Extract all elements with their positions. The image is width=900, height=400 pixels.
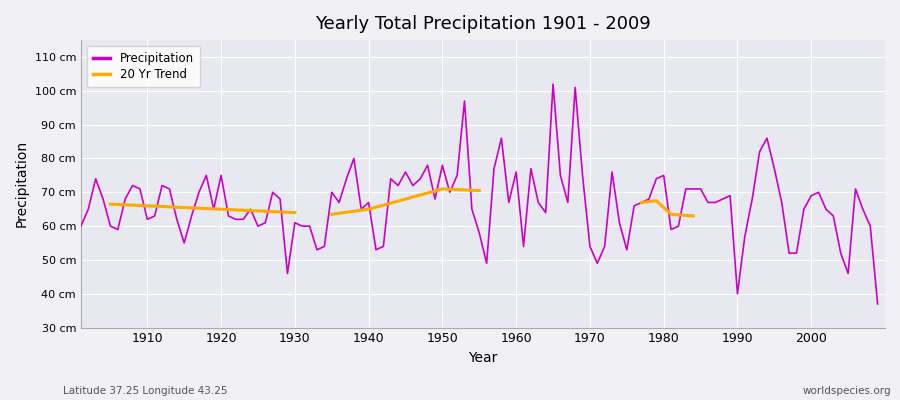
Precipitation (547, 82, 558, 86)
Precipitation (511, 170, 522, 174)
Y-axis label: Precipitation: Precipitation (15, 140, 29, 228)
20 Yr Trend (105, 202, 116, 206)
Precipitation (872, 302, 883, 306)
Title: Yearly Total Precipitation 1901 - 2009: Yearly Total Precipitation 1901 - 2009 (315, 15, 651, 33)
20 Yr Trend (216, 207, 227, 212)
Line: Precipitation: Precipitation (81, 84, 878, 304)
Precipitation (297, 224, 308, 228)
20 Yr Trend (290, 210, 301, 215)
Text: worldspecies.org: worldspecies.org (803, 386, 891, 396)
Line: 20 Yr Trend: 20 Yr Trend (111, 204, 295, 212)
Precipitation (76, 224, 86, 228)
20 Yr Trend (253, 208, 264, 213)
Legend: Precipitation, 20 Yr Trend: Precipitation, 20 Yr Trend (86, 46, 200, 87)
Precipitation (503, 200, 514, 205)
20 Yr Trend (179, 205, 190, 210)
20 Yr Trend (142, 204, 153, 208)
Precipitation (607, 170, 617, 174)
X-axis label: Year: Year (468, 351, 498, 365)
Precipitation (134, 186, 145, 191)
Text: Latitude 37.25 Longitude 43.25: Latitude 37.25 Longitude 43.25 (63, 386, 228, 396)
Precipitation (341, 176, 352, 181)
